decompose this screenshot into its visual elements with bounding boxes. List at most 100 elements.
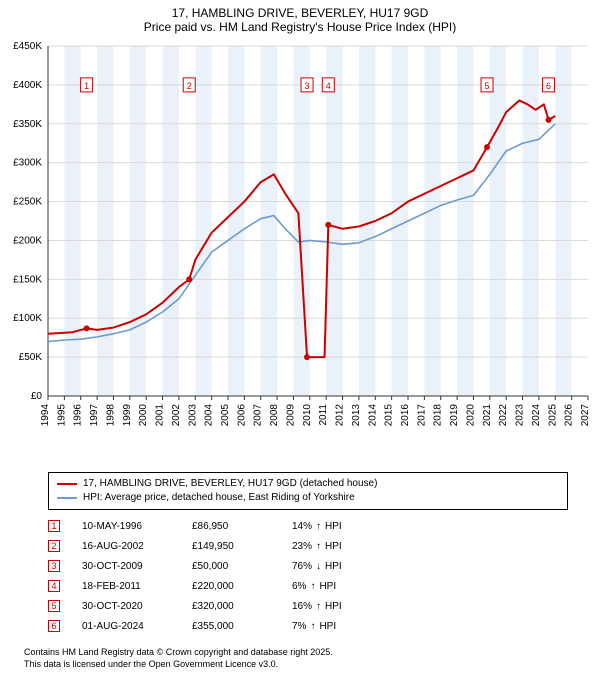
- svg-text:2008: 2008: [269, 404, 280, 427]
- transaction-price: £149,950: [192, 541, 292, 552]
- svg-text:£400K: £400K: [13, 80, 42, 91]
- transaction-price: £220,000: [192, 581, 292, 592]
- delta-suffix: HPI: [325, 521, 342, 532]
- legend-swatch: [57, 483, 77, 485]
- transaction-delta: 7% ↑ HPI: [292, 621, 336, 632]
- delta-suffix: HPI: [319, 581, 336, 592]
- legend-item: HPI: Average price, detached house, East…: [57, 491, 559, 505]
- svg-text:1995: 1995: [56, 404, 67, 427]
- svg-text:2021: 2021: [482, 404, 493, 427]
- svg-text:1999: 1999: [122, 404, 133, 427]
- table-row: 4 18-FEB-2011£220,0006% ↑ HPI: [48, 576, 580, 596]
- arrow-up-icon: ↑: [310, 621, 315, 632]
- svg-text:2012: 2012: [335, 404, 346, 427]
- footer-line1: Contains HM Land Registry data © Crown c…: [24, 646, 600, 658]
- svg-text:2023: 2023: [515, 404, 526, 427]
- svg-text:2022: 2022: [498, 404, 509, 427]
- arrow-up-icon: ↑: [310, 581, 315, 592]
- svg-text:1994: 1994: [40, 404, 51, 427]
- title-address: 17, HAMBLING DRIVE, BEVERLEY, HU17 9GD: [0, 6, 600, 20]
- svg-text:6: 6: [546, 81, 551, 91]
- legend: 17, HAMBLING DRIVE, BEVERLEY, HU17 9GD (…: [48, 472, 568, 510]
- legend-label: HPI: Average price, detached house, East…: [83, 491, 355, 505]
- transaction-date: 16-AUG-2002: [82, 541, 192, 552]
- svg-text:2020: 2020: [465, 404, 476, 427]
- arrow-up-icon: ↑: [316, 541, 321, 552]
- transaction-price: £50,000: [192, 561, 292, 572]
- transaction-price: £355,000: [192, 621, 292, 632]
- svg-text:2014: 2014: [367, 404, 378, 427]
- delta-percent: 14%: [292, 521, 312, 532]
- transaction-date: 18-FEB-2011: [82, 581, 192, 592]
- svg-text:2001: 2001: [155, 404, 166, 427]
- transaction-delta: 14% ↑ HPI: [292, 521, 342, 532]
- svg-text:2003: 2003: [187, 404, 198, 427]
- svg-text:£50K: £50K: [19, 352, 43, 363]
- chart-container: 17, HAMBLING DRIVE, BEVERLEY, HU17 9GD P…: [0, 0, 600, 680]
- svg-text:2009: 2009: [285, 404, 296, 427]
- delta-suffix: HPI: [325, 561, 342, 572]
- delta-percent: 6%: [292, 581, 306, 592]
- transaction-marker: 1: [48, 520, 60, 532]
- svg-text:2007: 2007: [253, 404, 264, 427]
- svg-text:2002: 2002: [171, 404, 182, 427]
- title-subtitle: Price paid vs. HM Land Registry's House …: [0, 20, 600, 34]
- svg-text:2004: 2004: [204, 404, 215, 427]
- svg-text:2024: 2024: [531, 404, 542, 427]
- delta-percent: 16%: [292, 601, 312, 612]
- svg-text:£100K: £100K: [13, 313, 42, 324]
- svg-text:£350K: £350K: [13, 119, 42, 130]
- svg-text:5: 5: [485, 81, 490, 91]
- svg-text:2015: 2015: [384, 404, 395, 427]
- svg-text:2006: 2006: [236, 404, 247, 427]
- svg-text:£250K: £250K: [13, 197, 42, 208]
- transaction-marker: 4: [48, 580, 60, 592]
- arrow-up-icon: ↑: [316, 601, 321, 612]
- table-row: 3 30-OCT-2009£50,00076% ↓ HPI: [48, 556, 580, 576]
- svg-text:2000: 2000: [138, 404, 149, 427]
- transaction-delta: 23%↑HPI: [292, 541, 342, 552]
- transaction-date: 30-OCT-2009: [82, 561, 192, 572]
- svg-text:2016: 2016: [400, 404, 411, 427]
- chart-svg: £0£50K£100K£150K£200K£250K£300K£350K£400…: [0, 36, 600, 466]
- svg-text:2005: 2005: [220, 404, 231, 427]
- svg-text:2: 2: [187, 81, 192, 91]
- transaction-price: £86,950: [192, 521, 292, 532]
- transaction-date: 01-AUG-2024: [82, 621, 192, 632]
- delta-suffix: HPI: [325, 541, 342, 552]
- footer-attribution: Contains HM Land Registry data © Crown c…: [24, 646, 600, 670]
- transaction-delta: 76% ↓ HPI: [292, 561, 342, 572]
- transaction-delta: 6% ↑ HPI: [292, 581, 336, 592]
- delta-suffix: HPI: [319, 621, 336, 632]
- svg-text:2019: 2019: [449, 404, 460, 427]
- svg-text:2013: 2013: [351, 404, 362, 427]
- svg-text:2010: 2010: [302, 404, 313, 427]
- svg-text:4: 4: [326, 81, 331, 91]
- svg-text:1998: 1998: [105, 404, 116, 427]
- svg-text:£450K: £450K: [13, 41, 42, 52]
- svg-text:1: 1: [84, 81, 89, 91]
- transaction-marker: 6: [48, 620, 60, 632]
- legend-label: 17, HAMBLING DRIVE, BEVERLEY, HU17 9GD (…: [83, 477, 377, 491]
- chart-area: £0£50K£100K£150K£200K£250K£300K£350K£400…: [0, 36, 600, 466]
- svg-text:2017: 2017: [416, 404, 427, 427]
- svg-text:2026: 2026: [564, 404, 575, 427]
- legend-item: 17, HAMBLING DRIVE, BEVERLEY, HU17 9GD (…: [57, 477, 559, 491]
- legend-swatch: [57, 497, 77, 499]
- transaction-marker: 2: [48, 540, 60, 552]
- svg-text:2027: 2027: [580, 404, 591, 427]
- svg-text:£300K: £300K: [13, 158, 42, 169]
- table-row: 216-AUG-2002£149,95023%↑HPI: [48, 536, 580, 556]
- svg-text:3: 3: [305, 81, 310, 91]
- arrow-down-icon: ↓: [316, 561, 321, 572]
- transaction-price: £320,000: [192, 601, 292, 612]
- svg-text:1996: 1996: [73, 404, 84, 427]
- svg-text:£200K: £200K: [13, 235, 42, 246]
- delta-percent: 76%: [292, 561, 312, 572]
- svg-text:2025: 2025: [547, 404, 558, 427]
- footer-line2: This data is licensed under the Open Gov…: [24, 658, 600, 670]
- transaction-table: 110-MAY-1996£86,95014%↑HPI216-AUG-2002£1…: [48, 516, 580, 636]
- arrow-up-icon: ↑: [316, 521, 321, 532]
- delta-percent: 7%: [292, 621, 306, 632]
- transaction-marker: 3: [48, 560, 60, 572]
